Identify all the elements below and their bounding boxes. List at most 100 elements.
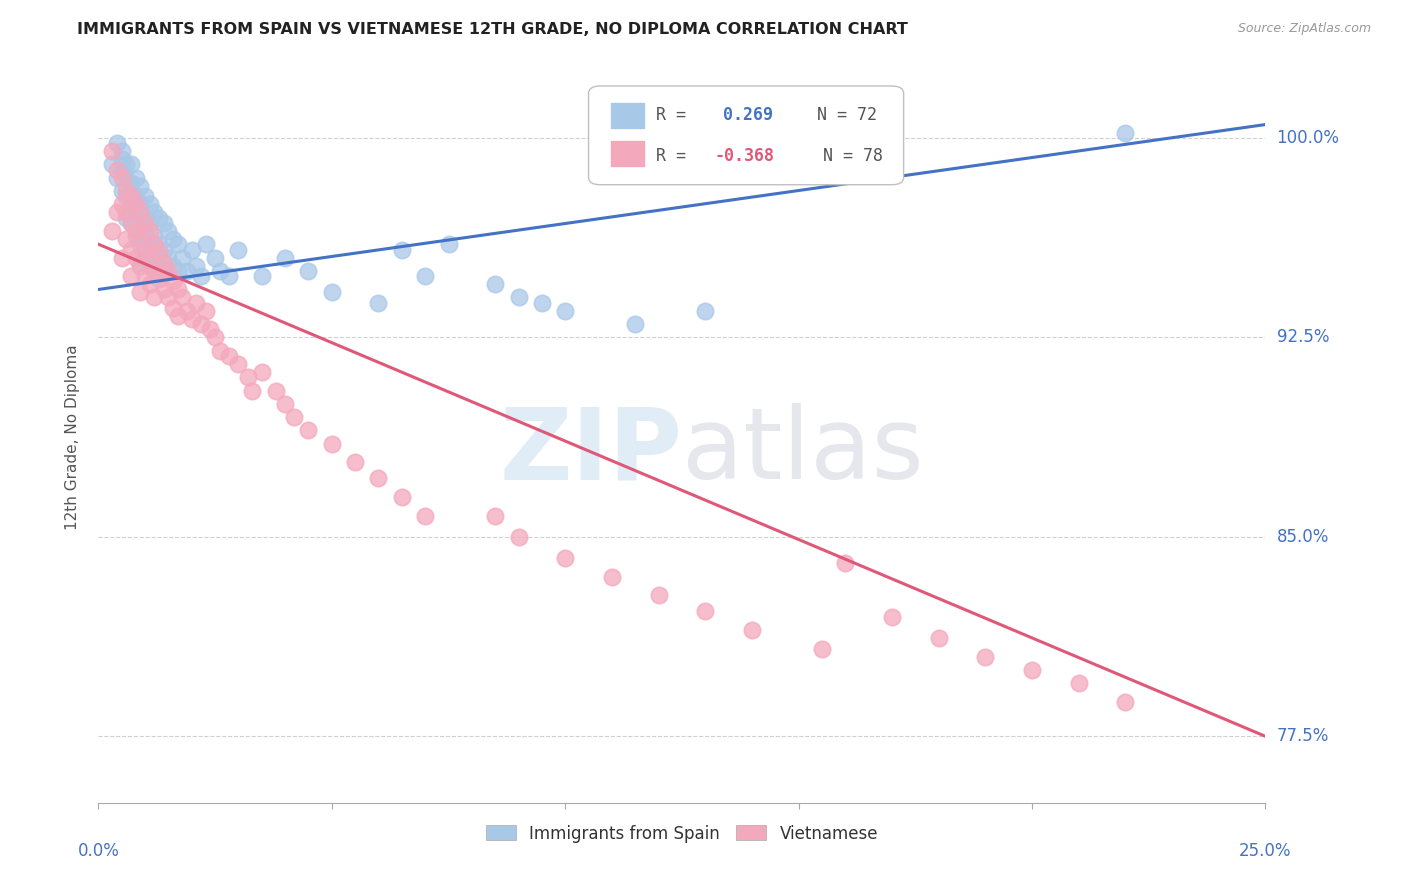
Point (134, 189, 156, 203)
Point (111, 170, 134, 185)
Text: N = 72: N = 72 (787, 106, 877, 124)
Point (111, 152, 134, 166)
Point (190, 317, 212, 331)
Point (180, 311, 202, 326)
Point (152, 256, 174, 270)
Text: 0.269: 0.269 (723, 106, 773, 124)
Point (437, 237, 460, 252)
Point (367, 295, 389, 310)
Point (186, 295, 208, 310)
Point (120, 176, 142, 190)
Point (228, 357, 250, 371)
Point (125, 197, 148, 211)
Point (139, 277, 162, 292)
Text: R =: R = (657, 146, 696, 164)
Text: ZIP: ZIP (499, 403, 682, 500)
Point (391, 243, 413, 257)
Point (508, 290, 530, 304)
Point (741, 623, 763, 637)
Point (143, 237, 166, 252)
Point (194, 303, 217, 318)
Point (120, 216, 142, 230)
Point (166, 264, 188, 278)
Point (129, 232, 152, 246)
Point (172, 251, 194, 265)
Text: 0.0%: 0.0% (77, 842, 120, 860)
Point (600, 570, 623, 584)
Point (115, 157, 138, 171)
Text: -0.368: -0.368 (714, 146, 775, 164)
Point (1021, 663, 1043, 677)
Point (204, 251, 226, 265)
Point (120, 216, 142, 230)
Point (129, 237, 152, 252)
Point (125, 205, 148, 219)
Point (186, 259, 208, 273)
Point (157, 264, 180, 278)
Point (413, 508, 436, 523)
Point (880, 609, 903, 624)
Point (695, 303, 717, 318)
Point (120, 189, 142, 203)
Point (125, 229, 148, 244)
Point (484, 508, 506, 523)
Point (172, 290, 194, 304)
Point (134, 211, 156, 225)
Point (928, 631, 950, 645)
Point (236, 370, 259, 384)
Point (129, 205, 152, 219)
Point (344, 455, 367, 469)
Point (176, 264, 198, 278)
Point (508, 530, 530, 544)
Point (120, 243, 142, 257)
Point (139, 251, 162, 265)
FancyBboxPatch shape (589, 86, 904, 185)
Point (134, 243, 156, 257)
Point (250, 269, 273, 284)
Point (115, 205, 138, 219)
Point (143, 229, 166, 244)
Point (162, 259, 184, 273)
Point (1114, 695, 1136, 709)
Point (152, 283, 174, 297)
Point (105, 170, 128, 185)
Point (148, 245, 170, 260)
Text: 77.5%: 77.5% (1277, 727, 1329, 746)
Point (152, 264, 174, 278)
Point (190, 269, 212, 284)
Point (101, 144, 124, 158)
Point (1114, 126, 1136, 140)
Point (208, 343, 231, 358)
Point (413, 269, 436, 284)
Text: IMMIGRANTS FROM SPAIN VS VIETNAMESE 12TH GRADE, NO DIPLOMA CORRELATION CHART: IMMIGRANTS FROM SPAIN VS VIETNAMESE 12TH… (77, 22, 908, 37)
Point (125, 224, 148, 238)
Point (148, 259, 170, 273)
Point (111, 197, 134, 211)
Point (834, 557, 856, 571)
Point (180, 243, 202, 257)
Point (115, 170, 138, 185)
Text: 25.0%: 25.0% (1239, 842, 1292, 860)
Point (143, 251, 166, 265)
Point (297, 424, 319, 438)
Point (274, 397, 297, 411)
Point (530, 295, 553, 310)
Point (647, 588, 669, 602)
Point (139, 216, 162, 230)
Point (157, 251, 180, 265)
Point (134, 251, 156, 265)
Point (152, 243, 174, 257)
Point (321, 436, 343, 450)
Point (115, 232, 138, 246)
Point (115, 189, 138, 203)
Point (120, 157, 142, 171)
Point (264, 384, 287, 398)
Point (695, 604, 717, 618)
Text: Source: ZipAtlas.com: Source: ZipAtlas.com (1237, 22, 1371, 36)
Point (105, 162, 128, 177)
Point (367, 471, 389, 485)
Point (143, 264, 166, 278)
Bar (610, 102, 644, 128)
Point (111, 251, 134, 265)
Point (554, 303, 576, 318)
